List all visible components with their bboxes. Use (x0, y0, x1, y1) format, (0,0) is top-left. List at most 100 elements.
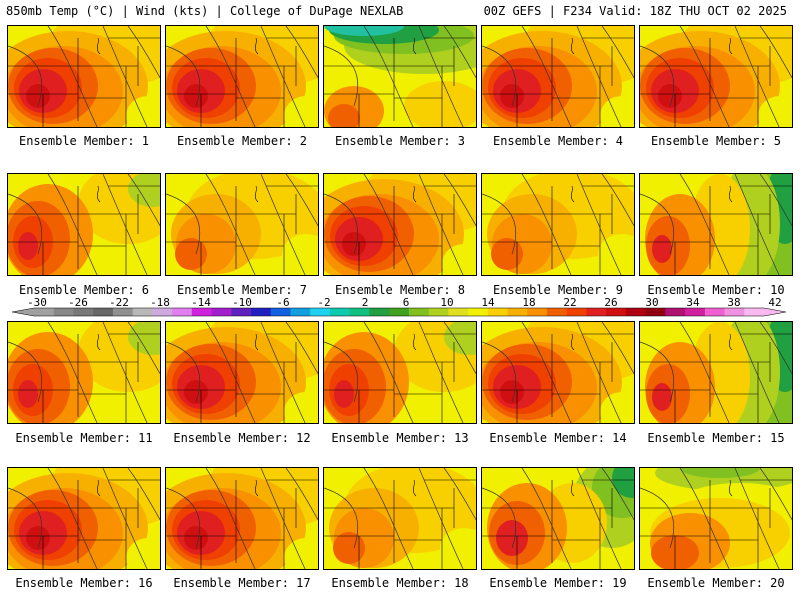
temperature-region (184, 526, 208, 550)
temperature-region (175, 238, 207, 270)
temperature-region (333, 532, 365, 564)
temperature-region (658, 84, 682, 108)
colorbar-swatch (172, 308, 193, 316)
colorbar-outline (11, 307, 787, 317)
ensemble-member-label: Ensemble Member: 2 (176, 134, 308, 148)
ensemble-member-label: Ensemble Member: 10 (647, 283, 785, 297)
ensemble-member-label: Ensemble Member: 8 (334, 283, 466, 297)
height-contours (482, 468, 634, 569)
temperature-region (334, 380, 354, 408)
ensemble-map-panel (7, 321, 161, 424)
colorbar-swatch (625, 308, 647, 316)
temperature-map (8, 322, 160, 423)
colorbar-tick-label: -10 (232, 297, 252, 309)
ensemble-member-label: Ensemble Member: 20 (647, 576, 785, 590)
height-contours (8, 174, 160, 275)
ensemble-map-panel (7, 25, 161, 128)
colorbar-tick-label: 22 (563, 297, 576, 309)
colorbar-swatch (665, 308, 686, 316)
temperature-map (8, 26, 160, 127)
temperature-region (328, 104, 360, 127)
temperature-region (500, 380, 524, 404)
ensemble-member-label: Ensemble Member: 15 (647, 431, 785, 445)
state-borders (324, 333, 476, 423)
colorbar-swatch (527, 308, 548, 316)
ensemble-member-label: Ensemble Member: 1 (18, 134, 150, 148)
temperature-map (640, 26, 792, 127)
ensemble-member-label: Ensemble Member: 17 (173, 576, 311, 590)
temperature-region (284, 392, 318, 423)
colorbar-tick-label: -18 (150, 297, 170, 309)
height-contours (324, 26, 476, 127)
colorbar-swatch (310, 308, 331, 316)
colorbar-swatch (468, 308, 489, 316)
state-borders (482, 37, 634, 127)
state-borders (166, 333, 318, 423)
colorbar-tick-label: -30 (27, 297, 47, 309)
temperature-region (612, 468, 634, 498)
colorbar-swatch (744, 308, 765, 316)
colorbar-swatch (566, 308, 587, 316)
ensemble-map-panel (165, 25, 319, 128)
state-borders (482, 333, 634, 423)
colorbar-min-arrow (12, 308, 34, 316)
state-borders (324, 37, 476, 127)
colorbar-swatch (389, 308, 410, 316)
colorbar-tick-label: -2 (317, 297, 330, 309)
colorbar-swatch (290, 308, 311, 316)
temperature-region (600, 96, 634, 127)
colorbar-swatch (645, 308, 666, 316)
temperature-region (442, 244, 476, 275)
temperature-map (640, 322, 792, 423)
ensemble-member-label: Ensemble Member: 4 (492, 134, 624, 148)
temperature-region (758, 96, 792, 127)
state-borders (640, 185, 792, 275)
height-contours (8, 26, 160, 127)
ensemble-map-panel (481, 25, 635, 128)
temperature-region (496, 520, 528, 556)
temperature-region (128, 174, 160, 207)
colorbar-tick-label: -14 (191, 297, 211, 309)
ensemble-map-panel (7, 467, 161, 570)
ensemble-member-label: Ensemble Member: 9 (492, 283, 624, 297)
ensemble-map-panel (7, 173, 161, 276)
ensemble-member-label: Ensemble Member: 16 (15, 576, 153, 590)
height-contours (482, 26, 634, 127)
temperature-region (128, 322, 160, 355)
state-borders (640, 37, 792, 127)
temperature-region (26, 526, 50, 550)
colorbar-tick-label: 14 (481, 297, 495, 309)
colorbar-tick-label: 10 (440, 297, 453, 309)
ensemble-member-label: Ensemble Member: 18 (331, 576, 469, 590)
ensemble-map-panel (639, 173, 793, 276)
temperature-region (18, 380, 38, 408)
temperature-map (8, 174, 160, 275)
ensemble-member-label: Ensemble Member: 11 (15, 431, 153, 445)
ensemble-map-panel (165, 321, 319, 424)
ensemble-member-label: Ensemble Member: 14 (489, 431, 627, 445)
temperature-map (482, 322, 634, 423)
temperature-region (652, 235, 672, 263)
ensemble-map-panel (165, 173, 319, 276)
colorbar-swatch (487, 308, 509, 316)
temperature-region (652, 383, 672, 411)
ensemble-map-panel (323, 25, 477, 128)
temperature-map (640, 174, 792, 275)
ensemble-member-label: Ensemble Member: 12 (173, 431, 311, 445)
colorbar-swatch (448, 308, 469, 316)
colorbar-tick-label: 34 (686, 297, 700, 309)
colorbar-tick-label: 26 (604, 297, 617, 309)
height-contours (8, 468, 160, 569)
colorbar-swatch (606, 308, 627, 316)
temperature-map (640, 468, 792, 569)
colorbar-swatch (132, 308, 153, 316)
state-borders (8, 333, 160, 423)
colorbar-swatch (191, 308, 213, 316)
ensemble-member-label: Ensemble Member: 6 (18, 283, 150, 297)
colorbar-tick-label: 6 (403, 297, 410, 309)
colorbar-max-arrow (764, 308, 786, 316)
state-borders (482, 185, 634, 275)
ensemble-map-panel (481, 173, 635, 276)
height-contours (324, 322, 476, 423)
colorbar-swatch (251, 308, 272, 316)
